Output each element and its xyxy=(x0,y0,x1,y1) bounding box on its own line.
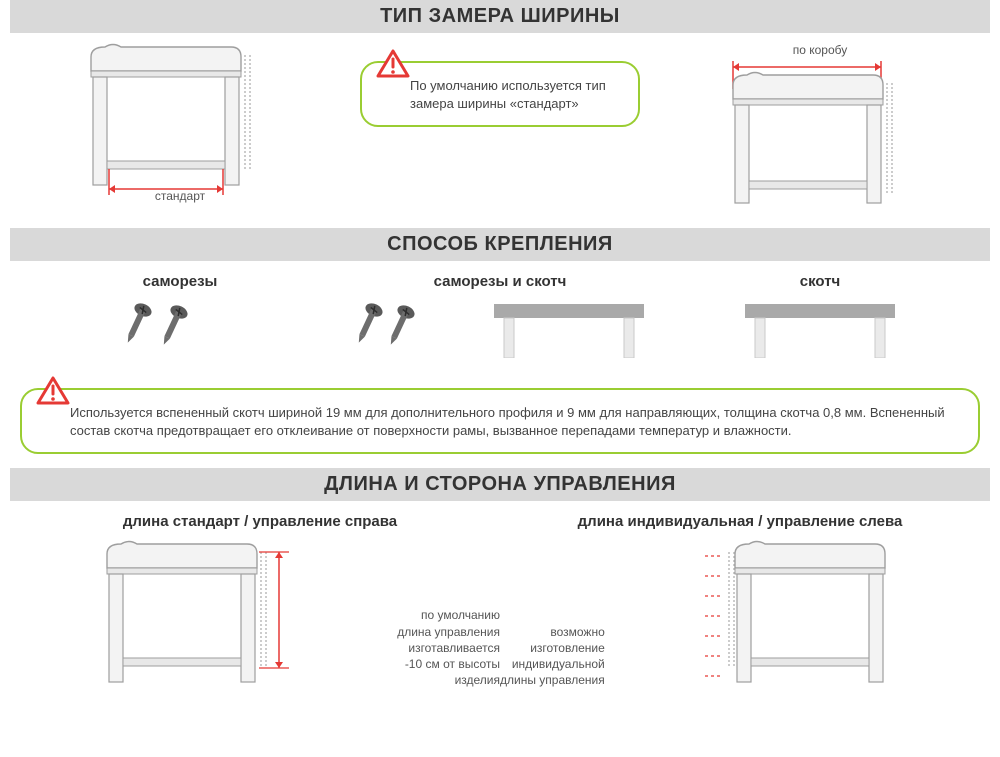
note-line: изделия xyxy=(455,673,500,687)
note-line: возможно xyxy=(550,625,604,639)
control-right-title: длина стандарт / управление справа xyxy=(20,513,500,530)
mount-screws-tape-cell: саморезы и скотч xyxy=(340,269,660,358)
mount-screws-label: саморезы xyxy=(20,273,340,290)
screws-icon xyxy=(125,298,235,358)
width-row: стандарт По умолчанию используется тип з… xyxy=(0,33,1000,228)
width-callout: По умолчанию используется тип замера шир… xyxy=(360,61,640,127)
width-box-label: по коробу xyxy=(660,43,980,57)
control-left-title: длина индивидуальная / управление слева xyxy=(500,513,980,530)
mount-screws-tape-label: саморезы и скотч xyxy=(340,273,660,290)
mount-screws-cell: саморезы xyxy=(20,269,340,358)
mount-callout: Используется вспененный скотч шириной 19… xyxy=(20,388,980,454)
mount-tape-cell: скотч xyxy=(660,269,980,358)
note-line: -10 см от высоты xyxy=(405,657,500,671)
section-header-mount: СПОСОБ КРЕПЛЕНИЯ xyxy=(10,228,990,261)
mount-tape-label: скотч xyxy=(660,273,980,290)
note-line: длины управления xyxy=(500,673,605,687)
width-box-cell: по коробу xyxy=(660,41,980,214)
blind-diagram-standard xyxy=(85,41,275,201)
mount-callout-text: Используется вспененный скотч шириной 19… xyxy=(70,405,945,438)
mount-row: саморезы саморезы и скотч xyxy=(0,261,1000,372)
width-standard-cell: стандарт xyxy=(20,41,340,205)
note-line: изготавливается xyxy=(408,641,500,655)
control-right-note: по умолчанию длина управления изготавлив… xyxy=(397,607,500,688)
control-right-cell: длина стандарт / управление справа по ум xyxy=(20,509,500,688)
section-header-control: ДЛИНА И СТОРОНА УПРАВЛЕНИЯ xyxy=(10,468,990,501)
control-row: длина стандарт / управление справа по ум xyxy=(0,501,1000,702)
warning-icon xyxy=(376,49,410,79)
tape-profile-icon xyxy=(745,298,895,358)
blind-diagram-box xyxy=(725,59,915,209)
width-callout-cell: По умолчанию используется тип замера шир… xyxy=(340,41,660,127)
note-line: изготовление xyxy=(530,641,605,655)
warning-icon xyxy=(36,376,70,406)
blind-diagram-control-left xyxy=(693,538,903,688)
tape-profile-icon xyxy=(494,298,644,358)
note-line: по умолчанию xyxy=(421,608,500,622)
width-callout-text: По умолчанию используется тип замера шир… xyxy=(410,78,606,111)
blind-diagram-control-right xyxy=(103,538,303,688)
section-header-width: ТИП ЗАМЕРА ШИРИНЫ xyxy=(10,0,990,33)
screws-icon xyxy=(356,298,446,358)
note-line: индивидуальной xyxy=(512,657,605,671)
note-line: длина управления xyxy=(397,625,500,639)
control-left-cell: длина индивидуальная / управление слева … xyxy=(500,509,980,688)
control-left-note: возможно изготовление индивидуальной дли… xyxy=(500,624,605,689)
